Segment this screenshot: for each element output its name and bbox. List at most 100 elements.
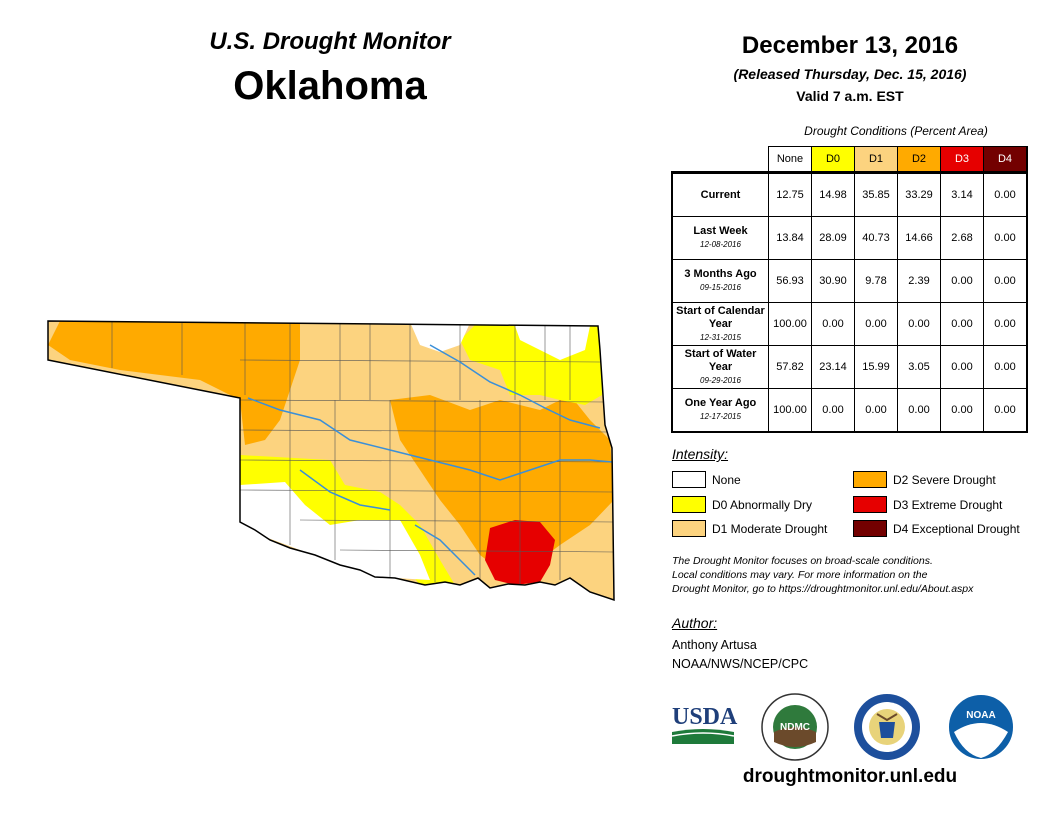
note-line: Drought Monitor, go to https://droughtmo… [672, 583, 974, 595]
cell-d1: 9.78 [854, 259, 898, 303]
legend-label: D2 Severe Drought [893, 472, 996, 487]
map-title: U.S. Drought Monitor [209, 28, 451, 55]
row-date: 12-31-2015 [700, 332, 741, 342]
legend-item-d1: D1 Moderate Drought [672, 520, 827, 537]
cell-d1: 35.85 [854, 171, 898, 217]
legend-label: None [712, 472, 741, 487]
column-header-d1: D1 [854, 146, 898, 173]
cell-d0: 30.90 [811, 259, 855, 303]
d2-region-west [48, 321, 300, 445]
legend-item-none: None [672, 471, 741, 488]
author-organization: NOAA/NWS/NCEP/CPC [672, 657, 809, 671]
table-row: Current 12.75 14.98 35.85 33.29 3.14 0.00 [671, 171, 1028, 217]
cell-d2: 14.66 [897, 216, 941, 260]
d2-region-east [390, 395, 614, 570]
table-row: Last Week 12-08-2016 13.84 28.09 40.73 14.66 2… [671, 216, 1028, 260]
state-name: Oklahoma [233, 64, 427, 108]
usda-logo: USDA [671, 704, 738, 744]
cell-d3: 0.00 [940, 388, 984, 433]
cell-d2: 2.39 [897, 259, 941, 303]
legend-label: D4 Exceptional Drought [893, 521, 1020, 536]
cell-none: 57.82 [768, 345, 812, 389]
cell-d3: 0.00 [940, 259, 984, 303]
cell-d2: 3.05 [897, 345, 941, 389]
none-region-northeast [515, 326, 590, 360]
cell-d2: 0.00 [897, 388, 941, 433]
cell-d3: 2.68 [940, 216, 984, 260]
table-row: Start of Calendar Year 12-31-2015 100.00 0.… [671, 302, 1028, 346]
cell-none: 100.00 [768, 302, 812, 346]
map-date: December 13, 2016 [741, 32, 959, 59]
row-label: Start of Calendar Year 12-31-2015 [671, 302, 769, 346]
cell-d1: 0.00 [854, 302, 898, 346]
legend-item-d0: D0 Abnormally Dry [672, 496, 812, 513]
row-label-text: Start of Calendar Year [676, 304, 765, 330]
cell-none: 56.93 [768, 259, 812, 303]
author-heading: Author: [672, 615, 718, 631]
cell-none: 13.84 [768, 216, 812, 260]
legend-swatch [853, 496, 887, 513]
row-label-text: One Year Ago [684, 397, 757, 409]
legend-item-d4: D4 Exceptional Drought [853, 520, 1020, 537]
website-link[interactable]: droughtmonitor.unl.edu [742, 766, 958, 787]
cell-d0: 0.00 [811, 302, 855, 346]
row-label: One Year Ago 12-17-2015 [671, 388, 769, 433]
row-date: 12-08-2016 [700, 240, 741, 249]
legend-title: Intensity: [672, 446, 729, 462]
cell-d4: 0.00 [983, 388, 1028, 433]
cell-none: 12.75 [768, 171, 812, 217]
note-line: Local conditions may vary. For more info… [672, 569, 928, 581]
none-region-north [410, 322, 470, 352]
row-label: Last Week 12-08-2016 [671, 216, 769, 260]
cell-d0: 28.09 [811, 216, 855, 260]
legend-label: D3 Extreme Drought [893, 497, 1003, 512]
column-header-d0: D0 [811, 146, 855, 173]
noaa-logo-text: NOAA [966, 710, 995, 721]
state-outline [47, 320, 615, 602]
column-header-none: None [768, 146, 812, 173]
cell-d4: 0.00 [983, 345, 1028, 389]
cell-d2: 0.00 [897, 302, 941, 346]
row-label-text: Start of Water Year [684, 347, 757, 373]
cell-d0: 0.00 [811, 388, 855, 433]
column-header-d4: D4 [983, 146, 1028, 173]
row-label-text: Current [700, 188, 741, 201]
cell-d1: 15.99 [854, 345, 898, 389]
legend-swatch [672, 496, 706, 513]
cell-d1: 0.00 [854, 388, 898, 433]
cell-d4: 0.00 [983, 302, 1028, 346]
table-row: Start of Water Year 09-29-2016 57.82 23.14 1… [671, 345, 1028, 389]
legend-item-d3: D3 Extreme Drought [853, 496, 1002, 513]
row-label: Current [671, 171, 769, 217]
table-caption: Drought Conditions (Percent Area) [804, 124, 988, 138]
legend-swatch [672, 471, 706, 488]
legend-label: D0 Abnormally Dry [712, 497, 813, 512]
legend-swatch [853, 471, 887, 488]
cell-d4: 0.00 [983, 171, 1028, 217]
cell-d4: 0.00 [983, 216, 1028, 260]
row-label-text: 3 Months Ago [684, 268, 757, 280]
legend-swatch [672, 520, 706, 537]
legend-swatch [853, 520, 887, 537]
row-date: 12-17-2015 [700, 412, 741, 421]
cell-d0: 14.98 [811, 171, 855, 217]
legend-item-d2: D2 Severe Drought [853, 471, 996, 488]
ndmc-logo-text: NDMC [780, 722, 810, 733]
table-row: One Year Ago 12-17-2015 100.00 0.00 0.00 0.00… [671, 388, 1028, 433]
table-row: 3 Months Ago 09-15-2016 56.93 30.90 9.78 2.39… [671, 259, 1028, 303]
cell-d3: 0.00 [940, 302, 984, 346]
ndmc-logo: NDMC [761, 693, 829, 761]
row-label-text: Last Week [693, 225, 748, 237]
disclaimer-note: The Drought Monitor focuses on broad-sca… [672, 554, 1052, 596]
noaa-logo: NOAA [947, 693, 1015, 761]
drought-conditions-table: None D0 D1 D2 D3 D4 Current 12.75 14.98 35.… [671, 146, 1028, 433]
column-header-d2: D2 [897, 146, 941, 173]
table-corner [672, 147, 769, 173]
cell-d3: 3.14 [940, 171, 984, 217]
note-line: The Drought Monitor focuses on broad-sca… [672, 555, 933, 567]
commerce-seal-logo [854, 694, 920, 760]
cell-none: 100.00 [768, 388, 812, 433]
cell-d4: 0.00 [983, 259, 1028, 303]
cell-d3: 0.00 [940, 345, 984, 389]
